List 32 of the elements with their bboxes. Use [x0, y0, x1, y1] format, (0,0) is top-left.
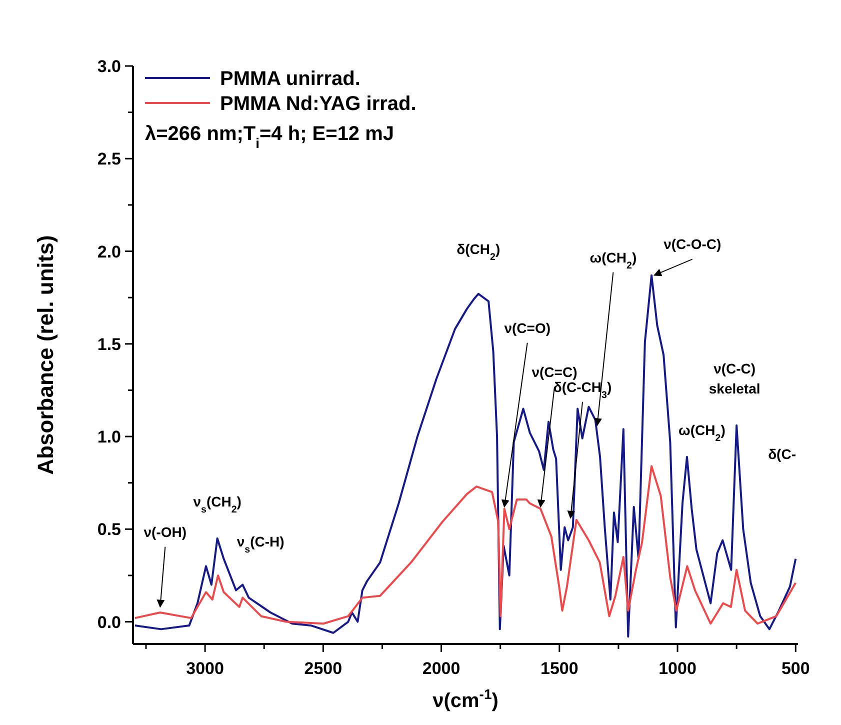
annotation: δ(CH$_{2}$) [456, 240, 500, 262]
annotation: δ(C- [768, 446, 796, 462]
y-axis-title: Absorbance (rel. units) [33, 235, 58, 475]
y-tick-label: 2.5 [97, 150, 121, 169]
y-tick-label: 3.0 [97, 57, 121, 76]
x-tick-label: 500 [781, 659, 810, 678]
annotation: ν$_{s}$(CH$_{2}$) [193, 494, 242, 516]
x-tick-label: 1500 [540, 659, 578, 678]
annotation: ν(C-C) skeletal [708, 360, 760, 396]
annotation: ν(C=O) [504, 320, 551, 336]
x-axis-title: ν(cm$^{-1}$) [432, 686, 498, 712]
annotation: ν(C-O-C) [664, 236, 722, 252]
x-tick-label: 2500 [304, 659, 342, 678]
x-tick-label: 1000 [658, 659, 696, 678]
annotation: ν(-OH) [144, 524, 187, 540]
y-tick-label: 1.0 [97, 428, 121, 447]
annotation: δ(C-CH$_{3}$) [553, 378, 612, 400]
annotation: ω(CH$_{2}$) [678, 422, 726, 444]
x-tick-label: 2000 [422, 659, 460, 678]
y-tick-label: 0.5 [97, 520, 121, 540]
y-tick-label: 2.0 [97, 242, 121, 262]
line-series [134, 465, 797, 625]
legend-label: PMMA Nd:YAG irrad. [220, 93, 416, 115]
y-tick-label: 0.0 [97, 612, 121, 632]
x-tick-label: 3000 [186, 659, 224, 678]
annotation: ω(CH$_{2}$) [590, 249, 637, 271]
line-series [134, 274, 797, 638]
y-tick-label: 1.5 [97, 334, 121, 354]
annotation: λ=266 nm;T$_{i}$=4 h; E=12 mJ [145, 123, 394, 151]
legend-label: PMMA unirrad. [220, 68, 360, 90]
annotation: ν(C=C) [532, 364, 578, 380]
annotation: ν$_{s}$(C-H) [236, 534, 284, 556]
